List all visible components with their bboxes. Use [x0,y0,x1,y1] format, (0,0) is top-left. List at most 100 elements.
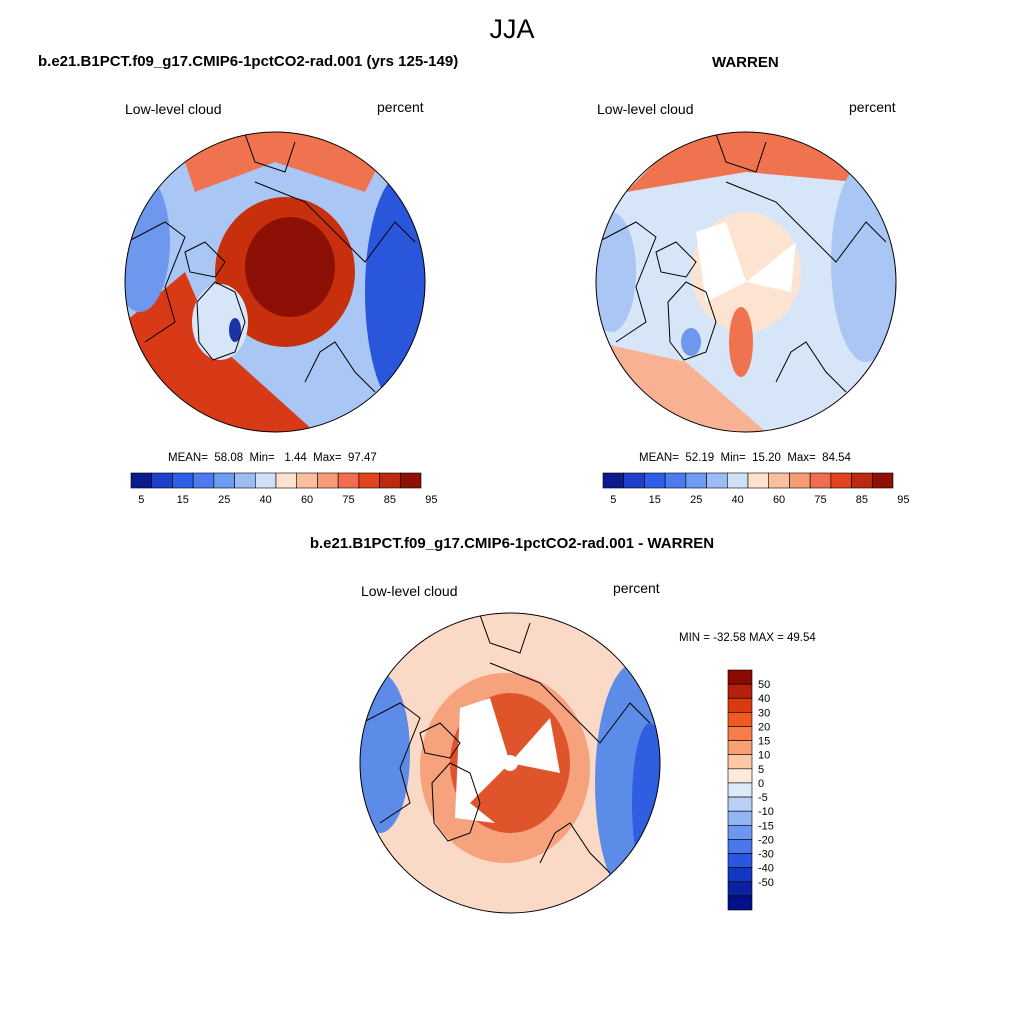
panel1-polar-map [125,132,425,432]
coastline [489,662,651,744]
colorbar-swatch [727,740,753,756]
colorbar-swatch [727,669,753,685]
panel2-units-label: percent [849,99,896,115]
colorbar-tick-label: 50 [758,679,770,691]
colorbar-swatch [727,726,753,741]
coastline [667,281,717,361]
coastline [361,702,421,824]
panel2-map-border [595,131,897,433]
colorbar-tick-label: 95 [425,494,437,506]
panel3-units-label: percent [613,580,660,596]
coastline [539,822,611,874]
colorbar-swatch [644,472,666,489]
colorbar-swatch [789,472,811,489]
coastline [479,614,531,654]
panel1-stats: MEAN= 58.08 Min= 1.44 Max= 97.47 [168,452,377,464]
colorbar-swatch [275,472,298,489]
colorbar-swatch [234,472,256,489]
panel2-variable-label: Low-level cloud [597,101,694,117]
panel1-title: b.e21.B1PCT.f09_g17.CMIP6-1pctCO2-rad.00… [38,53,459,70]
colorbar-tick-label: 5 [610,494,616,506]
colorbar-tick-label: -40 [758,863,774,875]
field-missing-data [696,222,796,302]
coastline [597,221,657,343]
colorbar-tick-label: 20 [758,721,770,733]
colorbar-swatch [727,853,753,868]
colorbar-swatch [727,839,753,854]
coastline [184,241,226,278]
colorbar-swatch [602,472,625,489]
colorbar-swatch [706,472,728,489]
colorbar-swatch [830,472,852,489]
colorbar-tick-label: 85 [856,494,868,506]
colorbar-tick-label: 0 [758,778,764,790]
panel3-title: b.e21.B1PCT.f09_g17.CMIP6-1pctCO2-rad.00… [309,535,715,552]
colorbar-swatch [726,472,749,489]
colorbar-tick-label: 25 [690,494,702,506]
colorbar-swatch [727,782,753,798]
panel1-units-label: percent [377,99,424,115]
colorbar-tick-label: 40 [260,494,272,506]
panel3-stats: MIN = -32.58 MAX = 49.54 [679,632,816,644]
colorbar-tick-label: 85 [384,494,396,506]
colorbar-swatch [727,881,753,897]
colorbar-tick-label: 60 [773,494,785,506]
colorbar-swatch [727,810,753,826]
colorbar-swatch [172,472,194,489]
colorbar-tick-label: 40 [732,494,744,506]
coastline [725,181,887,263]
colorbar-swatch [727,824,753,840]
colorbar-tick-label: 95 [897,494,909,506]
colorbar-swatch [727,895,753,911]
colorbar-tick-label: 60 [301,494,313,506]
colorbar-swatch [337,472,360,489]
field-america-low [125,172,170,312]
colorbar-tick-label: 40 [758,693,770,705]
field-arctic-max [245,217,335,317]
colorbar-swatch [623,472,645,489]
colorbar-tick-label: 5 [758,764,764,776]
panel1-variable-label: Low-level cloud [125,101,222,117]
colorbar-swatch [768,472,790,489]
coastline [655,241,697,278]
field-pacific-high [626,132,866,192]
field-greenland-min [681,328,701,356]
colorbar-tick-label: 25 [218,494,230,506]
colorbar-tick-label: -20 [758,834,774,846]
colorbar-tick-label: 15 [758,736,770,748]
colorbar-swatch [727,796,753,812]
colorbar-swatch [317,472,339,489]
colorbar-swatch [727,867,753,883]
colorbar-swatch [254,472,277,489]
colorbar-swatch [151,472,173,489]
colorbar-swatch [213,472,235,489]
panel3-polar-map [360,613,660,913]
coastline [775,341,847,393]
field-eurasia-low [365,172,425,412]
colorbar-swatch [358,472,380,489]
season-title: JJA [489,14,535,44]
coastline [431,762,481,842]
colorbar-swatch [727,754,753,770]
coastline [126,221,186,343]
panel3-variable-label: Low-level cloud [361,583,458,599]
coastline [244,133,296,173]
colorbar-tick-label: -15 [758,820,774,832]
field-pole [502,755,518,771]
panel1-map-border [124,131,426,433]
field-eurasia-neg2 [632,723,660,883]
colorbar-tick-label: -5 [758,792,768,804]
colorbar-tick-label: 15 [177,494,189,506]
colorbar-tick-label: 5 [138,494,144,506]
colorbar-tick-label: 15 [649,494,661,506]
field-greenland-min [229,318,241,342]
colorbar-tick-label: 75 [342,494,354,506]
colorbar-tick-label: -10 [758,806,774,818]
colorbar-swatch [727,683,753,699]
field-greenland [192,284,248,360]
coastline [304,341,376,393]
colorbar-swatch [747,472,770,489]
field-america-low [596,212,636,332]
colorbar-swatch [727,712,753,727]
